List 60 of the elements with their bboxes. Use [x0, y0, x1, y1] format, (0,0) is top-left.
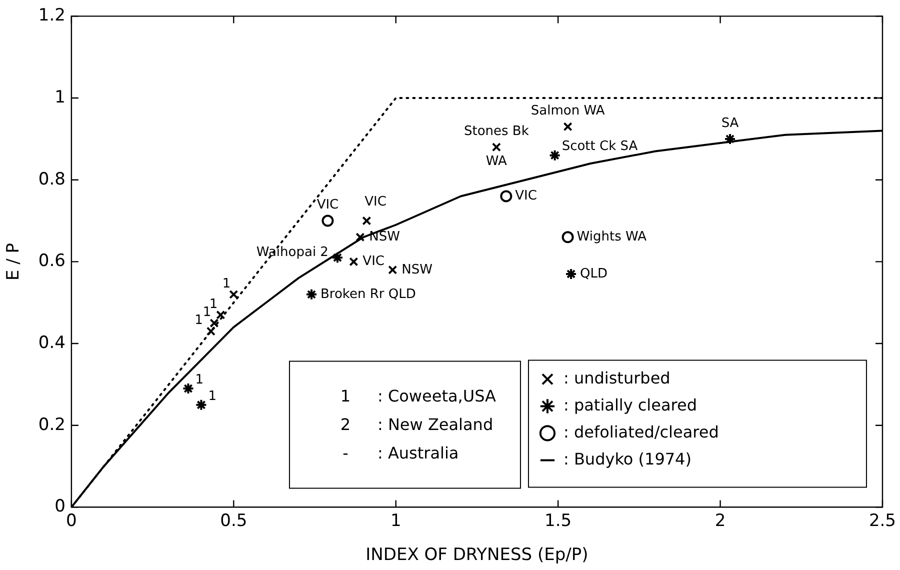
- point: [565, 268, 578, 280]
- point: [331, 252, 344, 264]
- annotation: 1: [202, 304, 212, 320]
- annotation: Waihopai 2: [256, 244, 328, 260]
- text: 1 : Coweeta,USA: [340, 386, 496, 406]
- y-tick-label: 1.2: [38, 6, 66, 26]
- legend-label: : patially cleared: [563, 395, 698, 414]
- annotation: Salmon WA: [530, 104, 605, 119]
- annotation: 1: [195, 372, 204, 388]
- annotation: VIC: [316, 198, 339, 213]
- point: [548, 149, 561, 162]
- point: [562, 231, 574, 244]
- y-tick-label: 1: [54, 87, 66, 108]
- x-tick-label: 0.5: [220, 510, 248, 531]
- y-tick-label: 0.2: [38, 414, 66, 435]
- annotation: Scott Ck SA: [562, 139, 638, 154]
- annotation: VIC: [362, 254, 384, 270]
- annotation: Broken Rr QLD: [320, 286, 416, 302]
- annotation: SA: [721, 116, 739, 131]
- y-axis-title: E / P: [4, 242, 24, 280]
- point: [362, 216, 372, 226]
- annotation: Stones Bk: [464, 124, 530, 140]
- annotation: 1: [222, 276, 231, 292]
- x-tick-label: 2: [714, 510, 726, 531]
- x-tick-label: 2.5: [868, 510, 896, 531]
- legend-label: : undisturbed: [563, 368, 670, 388]
- point: [306, 288, 318, 300]
- point: [216, 310, 226, 320]
- legend-label: : defoliated/cleared: [563, 422, 719, 442]
- point: [492, 142, 501, 152]
- point: [500, 190, 512, 202]
- text: - : Australia: [342, 443, 459, 462]
- annotation: 1: [208, 388, 216, 404]
- annotation: NSW: [402, 262, 433, 278]
- text: 2 : New Zealand: [340, 414, 494, 434]
- point: [356, 232, 365, 242]
- point: [182, 382, 194, 395]
- point: [563, 122, 572, 132]
- annotation: 1: [209, 296, 218, 312]
- x-tick-label: 1.5: [544, 510, 572, 531]
- annotation: VIC: [515, 188, 537, 204]
- x-tick-label: 1: [390, 510, 402, 531]
- annotation: WA: [486, 154, 508, 170]
- legend-label: : Budyko (1974): [563, 449, 692, 468]
- y-tick-label: 0: [54, 496, 66, 517]
- annotation: VIC: [364, 194, 386, 210]
- point: [388, 265, 398, 274]
- point: [229, 290, 238, 299]
- x-axis-title: INDEX OF DRYNESS (Ep/P): [366, 545, 588, 566]
- annotation: 1: [194, 313, 203, 328]
- point: [349, 257, 358, 266]
- y-tick-label: 0.8: [38, 169, 66, 190]
- point: [724, 132, 736, 145]
- y-tick-label: 0.4: [38, 332, 66, 353]
- point: [195, 398, 208, 411]
- annotation: NSW: [369, 230, 400, 245]
- point: [322, 214, 334, 227]
- y-tick-label: 0.6: [38, 251, 66, 272]
- annotation: QLD: [580, 266, 608, 282]
- annotation: Wights WA: [576, 230, 647, 245]
